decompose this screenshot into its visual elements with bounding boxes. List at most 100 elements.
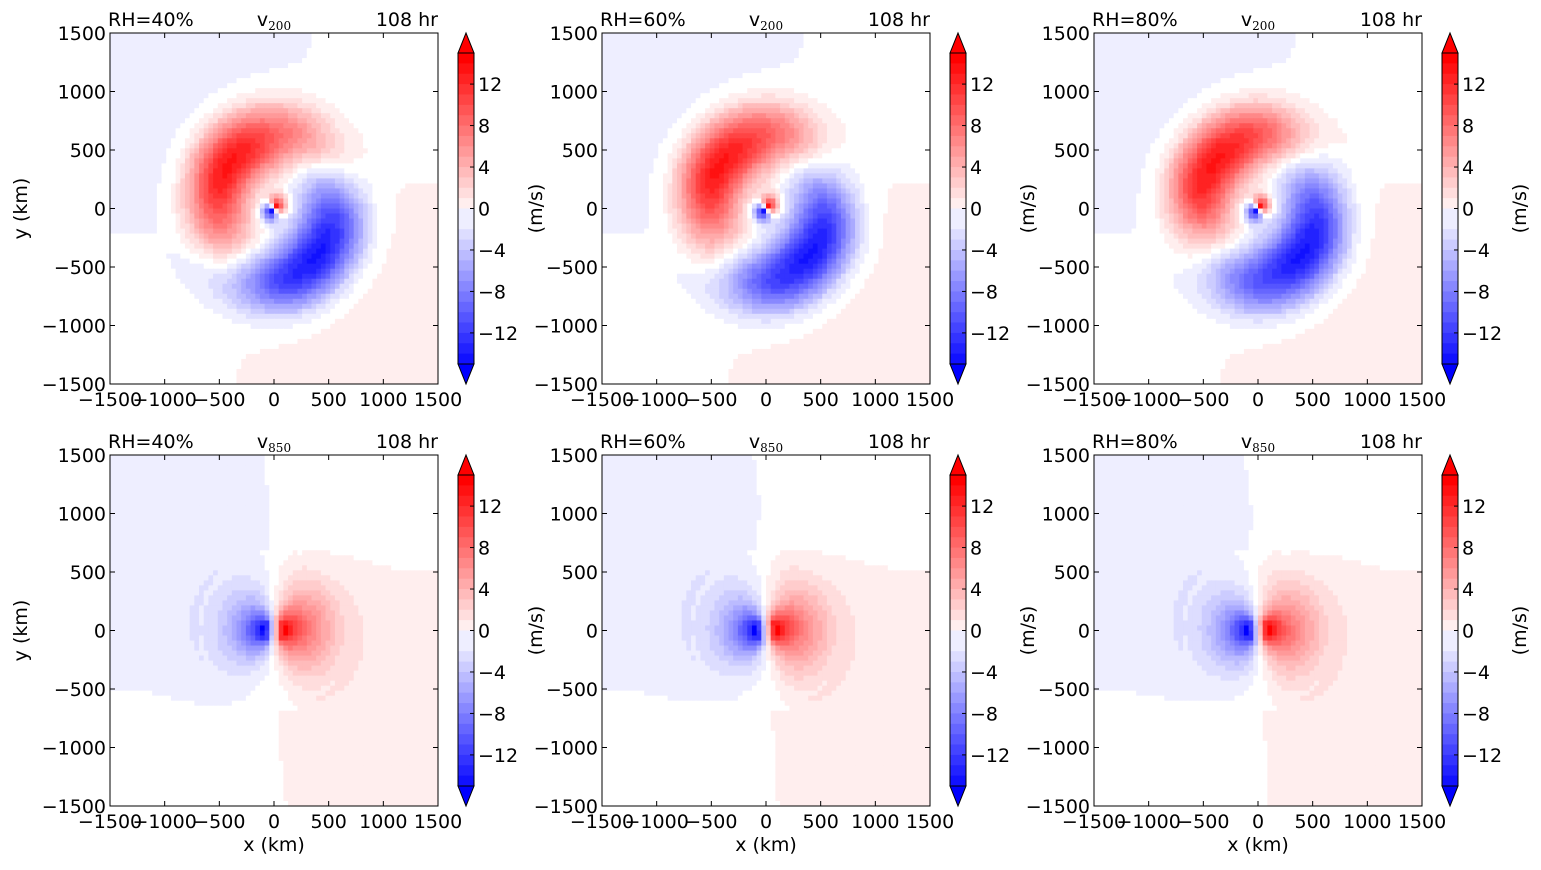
heatmap-cell bbox=[279, 314, 284, 320]
heatmap-cell bbox=[358, 234, 363, 240]
heatmap-cell bbox=[185, 173, 190, 179]
heatmap-cell bbox=[180, 279, 185, 285]
heatmap-cell bbox=[391, 259, 396, 265]
heatmap-cell bbox=[410, 138, 415, 144]
heatmap-cell bbox=[344, 354, 349, 360]
heatmap-cell bbox=[171, 274, 176, 280]
heatmap-cell bbox=[260, 279, 265, 285]
heatmap-cell bbox=[311, 234, 316, 240]
heatmap-cell bbox=[152, 43, 157, 49]
heatmap-cell bbox=[147, 344, 152, 350]
heatmap-cell bbox=[119, 259, 124, 265]
heatmap-cell bbox=[260, 284, 265, 290]
heatmap-cell bbox=[213, 374, 218, 380]
heatmap-cell bbox=[194, 334, 199, 340]
heatmap-cell bbox=[255, 68, 260, 74]
heatmap-cell bbox=[115, 279, 120, 285]
heatmap-cell bbox=[152, 274, 157, 280]
heatmap-cell bbox=[208, 339, 213, 345]
heatmap-cell bbox=[152, 259, 157, 265]
heatmap-cell bbox=[330, 289, 335, 295]
heatmap-cell bbox=[110, 163, 115, 169]
heatmap-cell bbox=[232, 63, 237, 69]
heatmap-cell bbox=[124, 188, 129, 194]
heatmap-cell bbox=[208, 364, 213, 370]
heatmap-cell bbox=[307, 33, 312, 39]
heatmap-cell bbox=[162, 329, 167, 335]
heatmap-cell bbox=[218, 364, 223, 370]
heatmap-cell bbox=[344, 68, 349, 74]
heatmap-cell bbox=[241, 108, 246, 114]
heatmap-cell bbox=[237, 193, 242, 199]
heatmap-cell bbox=[124, 364, 129, 370]
heatmap-cell bbox=[237, 68, 242, 74]
colorbar-tick-label: 0 bbox=[478, 199, 490, 221]
colorbar-tick-label: 8 bbox=[478, 116, 490, 138]
heatmap-cell bbox=[222, 304, 227, 310]
heatmap-cell bbox=[363, 219, 368, 225]
heatmap-cell bbox=[180, 319, 185, 325]
heatmap-cell bbox=[311, 68, 316, 74]
heatmap-cell bbox=[368, 364, 373, 370]
heatmap-cell bbox=[283, 68, 288, 74]
heatmap-cell bbox=[283, 148, 288, 154]
heatmap-cell bbox=[232, 48, 237, 54]
heatmap-cell bbox=[419, 234, 424, 240]
heatmap-cell bbox=[372, 33, 377, 39]
heatmap-cell bbox=[180, 148, 185, 154]
heatmap-cell bbox=[171, 334, 176, 340]
heatmap-cell bbox=[176, 334, 181, 340]
heatmap-cell bbox=[419, 374, 424, 380]
heatmap-cell bbox=[218, 264, 223, 270]
heatmap-cell bbox=[138, 173, 143, 179]
heatmap-field bbox=[110, 33, 439, 385]
heatmap-cell bbox=[166, 359, 171, 365]
heatmap-cell bbox=[368, 374, 373, 380]
heatmap-cell bbox=[274, 264, 279, 270]
heatmap-cell bbox=[363, 369, 368, 375]
heatmap-cell bbox=[358, 294, 363, 300]
heatmap-cell bbox=[260, 344, 265, 350]
heatmap-cell bbox=[115, 224, 120, 230]
heatmap-cell bbox=[115, 254, 120, 260]
heatmap-cell bbox=[265, 203, 270, 209]
heatmap-cell bbox=[283, 324, 288, 330]
heatmap-cell bbox=[194, 148, 199, 154]
heatmap-cell bbox=[429, 113, 434, 119]
heatmap-cell bbox=[185, 168, 190, 174]
heatmap-cell bbox=[401, 118, 406, 124]
heatmap-cell bbox=[297, 249, 302, 255]
heatmap-cell bbox=[241, 83, 246, 89]
heatmap-cell bbox=[321, 299, 326, 305]
heatmap-cell bbox=[227, 138, 232, 144]
heatmap-cell bbox=[227, 229, 232, 235]
heatmap-cell bbox=[260, 113, 265, 119]
heatmap-cell bbox=[185, 259, 190, 265]
heatmap-cell bbox=[171, 344, 176, 350]
heatmap-cell bbox=[326, 274, 331, 280]
heatmap-cell bbox=[166, 299, 171, 305]
heatmap-cell bbox=[180, 289, 185, 295]
heatmap-cell bbox=[218, 183, 223, 189]
heatmap-cell bbox=[166, 284, 171, 290]
heatmap-cell bbox=[326, 329, 331, 335]
heatmap-cell bbox=[227, 329, 232, 335]
heatmap-cell bbox=[269, 349, 274, 355]
heatmap-cell bbox=[386, 83, 391, 89]
heatmap-cell bbox=[152, 73, 157, 79]
heatmap-cell bbox=[386, 53, 391, 59]
heatmap-cell bbox=[363, 88, 368, 94]
heatmap-cell bbox=[293, 113, 298, 119]
heatmap-cell bbox=[302, 118, 307, 124]
heatmap-cell bbox=[321, 58, 326, 64]
heatmap-cell bbox=[133, 83, 138, 89]
heatmap-cell bbox=[133, 193, 138, 199]
heatmap-cell bbox=[344, 269, 349, 275]
heatmap-cell bbox=[283, 314, 288, 320]
heatmap-cell bbox=[424, 264, 429, 270]
heatmap-cell bbox=[162, 294, 167, 300]
heatmap-cell bbox=[194, 198, 199, 204]
heatmap-cell bbox=[208, 299, 213, 305]
heatmap-cell bbox=[363, 289, 368, 295]
heatmap-cell bbox=[237, 324, 242, 330]
